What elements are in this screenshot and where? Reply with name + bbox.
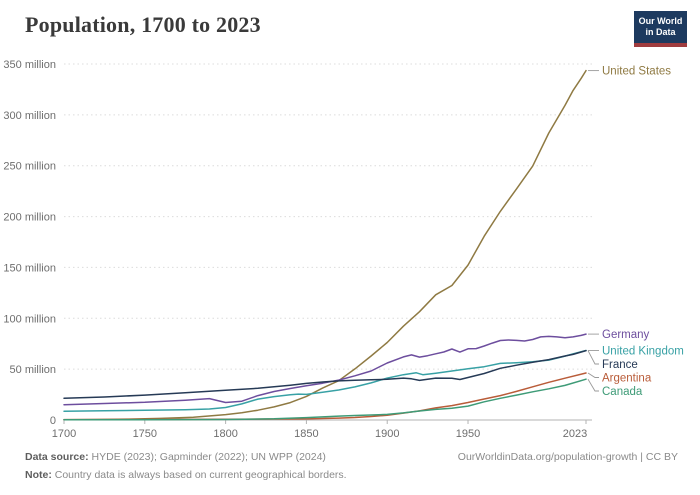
label-connector <box>587 378 599 392</box>
y-tick-label: 350 million <box>3 59 56 71</box>
x-tick-label: 1750 <box>133 428 157 440</box>
x-tick-label: 1800 <box>213 428 237 440</box>
owid-logo-line1: Our World <box>638 16 683 27</box>
chart-footer: Data source: HYDE (2023); Gapminder (202… <box>25 449 678 485</box>
owid-cc-link[interactable]: OurWorldinData.org/population-growth | C… <box>457 451 678 463</box>
line-canada[interactable] <box>63 378 587 421</box>
y-tick-label: 100 million <box>3 313 56 325</box>
line-france[interactable] <box>63 349 587 399</box>
label-connector <box>587 350 599 365</box>
series-label-united-kingdom[interactable]: United Kingdom <box>602 346 684 358</box>
note-text: Note: Country data is always based on cu… <box>25 467 678 485</box>
series-label-argentina[interactable]: Argentina <box>602 373 652 385</box>
note-value: Country data is always based on current … <box>51 468 347 481</box>
data-source-label: Data source: <box>25 451 89 463</box>
x-tick-label: 1850 <box>294 428 318 440</box>
y-tick-label: 250 million <box>3 161 56 173</box>
series-label-united-states[interactable]: United States <box>602 66 671 78</box>
series-label-canada[interactable]: Canada <box>602 386 643 398</box>
data-source-value: HYDE (2023); Gapminder (2022); UN WPP (2… <box>88 451 326 463</box>
data-source-text: Data source: HYDE (2023); Gapminder (202… <box>25 449 326 467</box>
x-tick-label: 1900 <box>375 428 399 440</box>
label-connector <box>587 372 599 378</box>
line-united-kingdom[interactable] <box>63 349 587 413</box>
line-argentina[interactable] <box>63 372 587 421</box>
owid-logo-line2: in Data <box>645 27 676 37</box>
series-label-germany[interactable]: Germany <box>602 329 650 341</box>
page-title: Population, 1700 to 2023 <box>25 12 261 37</box>
y-tick-label: 0 <box>50 415 56 427</box>
owid-logo[interactable]: Our World in Data <box>634 11 687 47</box>
y-tick-label: 50 million <box>10 364 56 376</box>
note-label: Note: <box>25 468 52 481</box>
y-tick-label: 150 million <box>3 262 56 274</box>
x-tick-label: 1950 <box>456 428 480 440</box>
x-tick-label: 2023 <box>563 428 587 440</box>
x-tick-label: 1700 <box>52 428 76 440</box>
y-tick-label: 200 million <box>3 212 56 224</box>
line-germany[interactable] <box>63 333 587 406</box>
line-united-states[interactable] <box>63 69 587 421</box>
y-tick-label: 300 million <box>3 110 56 122</box>
series-label-france[interactable]: France <box>602 359 638 371</box>
